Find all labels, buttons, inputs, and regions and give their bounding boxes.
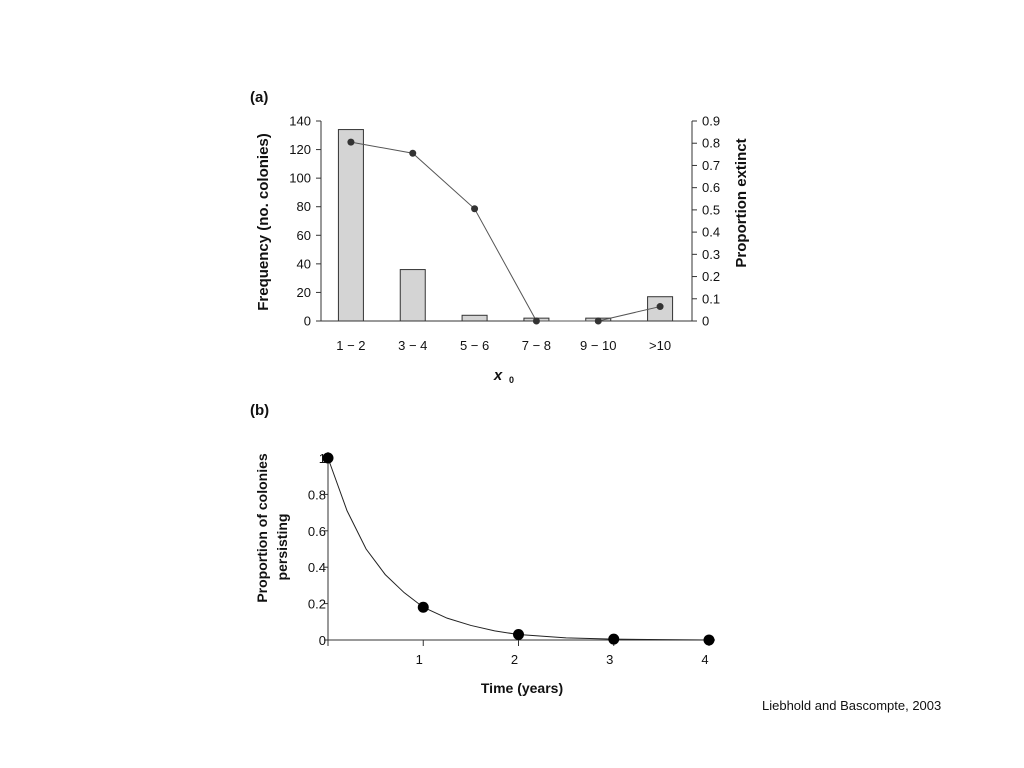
right-tick-label: 0.1: [702, 291, 720, 306]
y-tick-label: 1: [319, 451, 326, 466]
data-point: [322, 452, 334, 464]
decay-curve: [327, 457, 710, 641]
x-tick-label: >10: [649, 338, 671, 353]
panel-b-chart: (b) 0 0.2 0.4 0.6 0.8 1 1 2 3 4 Time (years) Proport…: [250, 402, 715, 696]
citation: Liebhold and Bascompte, 2003: [762, 698, 942, 713]
right-tick-label: 0.4: [702, 225, 720, 240]
proportion-extinct-point: [347, 138, 355, 146]
right-tick-label: 0.6: [702, 180, 720, 195]
panel-a-chart: (a) 0 20 40 60 80 100 120 140 0 0.1 0.2 0.3 0.4 0.5 0.6…: [250, 89, 750, 385]
data-point: [417, 601, 429, 613]
y-tick-label: 0.2: [308, 597, 326, 612]
left-tick-label: 140: [289, 114, 311, 129]
x-axis-title: Time (years): [481, 680, 563, 696]
x-tick-label: 1 − 2: [336, 338, 365, 353]
proportion-extinct-point: [471, 205, 479, 213]
bar: [399, 269, 426, 322]
proportion-extinct-point: [594, 317, 602, 325]
y-tick-label: 0: [319, 633, 326, 648]
x-tick-label: 3 − 4: [398, 338, 427, 353]
y-axis-title: Frequency (no. colonies): [255, 133, 272, 311]
left-tick-label: 80: [297, 199, 311, 214]
right-tick-label: 0.9: [702, 114, 720, 129]
y-tick-label: 0.8: [308, 487, 326, 502]
bar: [461, 314, 488, 322]
left-tick-label: 120: [289, 142, 311, 157]
proportion-extinct-point: [532, 317, 540, 325]
x-tick-label: 5 − 6: [460, 338, 489, 353]
right-tick-label: 0.3: [702, 247, 720, 262]
bar: [337, 129, 364, 322]
y-axis-title-line-1: Proportion of colonies: [254, 453, 270, 603]
x-axis-title-subscript: 0: [509, 375, 514, 385]
right-tick-label: 0.8: [702, 136, 720, 151]
right-tick-label: 0: [702, 314, 709, 329]
left-tick-label: 20: [297, 285, 311, 300]
left-tick-label: 40: [297, 256, 311, 271]
x-tick-label: 4: [701, 652, 708, 667]
data-point: [608, 633, 620, 645]
y2-axis-title: Proportion extinct: [733, 138, 750, 267]
x-axis-title: x: [493, 367, 503, 384]
y-tick-label: 0.4: [308, 560, 326, 575]
y-axis-title-line-2: persisting: [274, 514, 290, 581]
proportion-extinct-line: [350, 141, 661, 322]
x-tick-label: 1: [416, 652, 423, 667]
x-tick-label: 3: [606, 652, 613, 667]
right-tick-label: 0.5: [702, 202, 720, 217]
data-point: [703, 634, 715, 646]
panel-b-label: (b): [250, 402, 269, 419]
x-tick-label: 2: [511, 652, 518, 667]
right-tick-label: 0.7: [702, 158, 720, 173]
right-tick-label: 0.2: [702, 269, 720, 284]
left-tick-label: 100: [289, 171, 311, 186]
x-tick-label: 9 − 10: [580, 338, 617, 353]
proportion-extinct-point: [409, 149, 417, 157]
proportion-extinct-point: [656, 303, 664, 311]
panel-a-label: (a): [250, 89, 268, 106]
left-tick-label: 0: [304, 314, 311, 329]
y-tick-label: 0.6: [308, 524, 326, 539]
x-tick-label: 7 − 8: [522, 338, 551, 353]
data-point: [513, 629, 524, 641]
left-tick-label: 60: [297, 228, 311, 243]
